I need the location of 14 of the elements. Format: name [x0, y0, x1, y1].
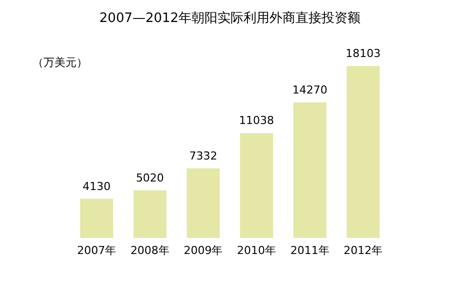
chart-title: 2007—2012年朝阳实际利用外商直接投资额: [99, 11, 361, 26]
data-label: 4130: [82, 180, 111, 193]
data-label: 7332: [189, 149, 218, 162]
x-tick-label: 2007年: [77, 244, 116, 257]
data-label: 11038: [239, 114, 274, 128]
data-label: 5020: [136, 171, 164, 184]
x-tick-label: 2012年: [344, 244, 383, 257]
x-tick-label: 2010年: [237, 244, 276, 257]
data-label: 14270: [292, 83, 328, 96]
x-tick-label: 2009年: [184, 244, 223, 257]
data-label: 18103: [346, 47, 381, 60]
y-axis-title: （万美元）: [32, 56, 88, 69]
x-tick-label: 2008年: [130, 244, 170, 257]
x-tick-label: 2011年: [290, 244, 330, 257]
